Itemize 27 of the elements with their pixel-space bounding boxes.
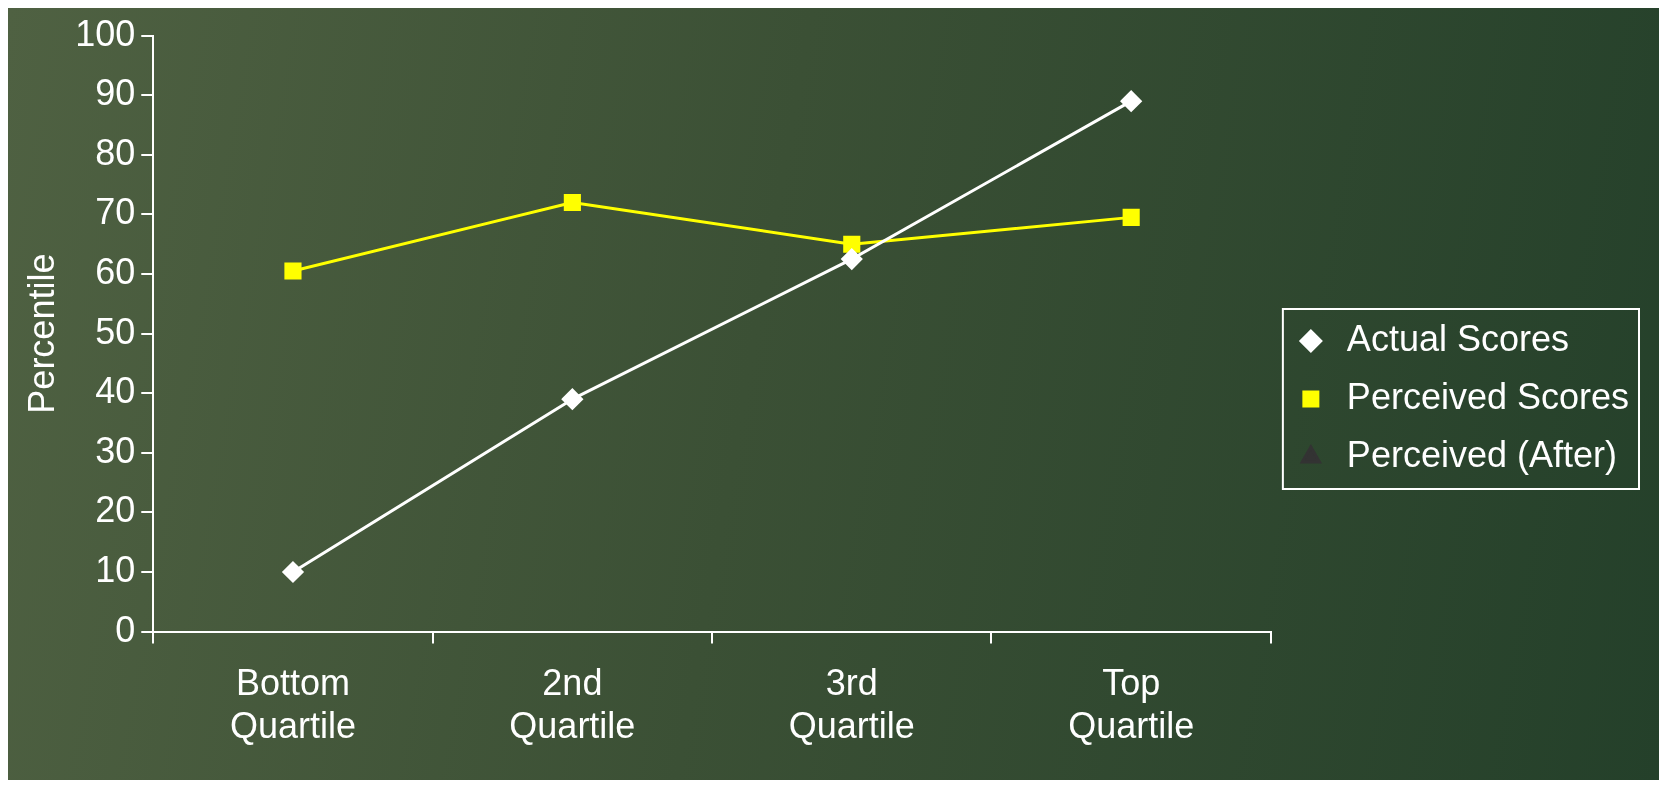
x-tick-label: 3rd Quartile bbox=[788, 662, 915, 747]
y-tick-label: 80 bbox=[95, 131, 136, 173]
x-tick-label: Bottom Quartile bbox=[229, 662, 356, 747]
point bbox=[841, 248, 863, 270]
legend-label: Perceived Scores bbox=[1346, 375, 1630, 417]
legend-label: Actual Scores bbox=[1346, 317, 1569, 359]
x-tick-label: 2nd Quartile bbox=[509, 662, 636, 747]
y-tick-label: 40 bbox=[95, 370, 136, 412]
point bbox=[1122, 208, 1140, 226]
y-tick-label: 100 bbox=[75, 12, 136, 54]
y-axis-title: Percentile bbox=[20, 253, 62, 414]
y-tick-label: 20 bbox=[95, 489, 136, 531]
x-tick-label: Top Quartile bbox=[1068, 662, 1195, 747]
point bbox=[1120, 90, 1142, 112]
point bbox=[843, 235, 861, 253]
point bbox=[284, 262, 302, 280]
point bbox=[561, 388, 583, 410]
y-tick-label: 10 bbox=[95, 548, 136, 590]
point bbox=[282, 561, 304, 583]
y-tick-label: 30 bbox=[95, 429, 136, 471]
y-tick-label: 0 bbox=[115, 608, 136, 650]
point bbox=[563, 193, 581, 212]
y-tick-label: 90 bbox=[95, 72, 136, 114]
y-tick-label: 60 bbox=[95, 250, 136, 292]
y-tick-label: 50 bbox=[95, 310, 136, 352]
legend-label: Perceived (After) bbox=[1346, 433, 1617, 475]
y-tick-label: 70 bbox=[95, 191, 136, 233]
